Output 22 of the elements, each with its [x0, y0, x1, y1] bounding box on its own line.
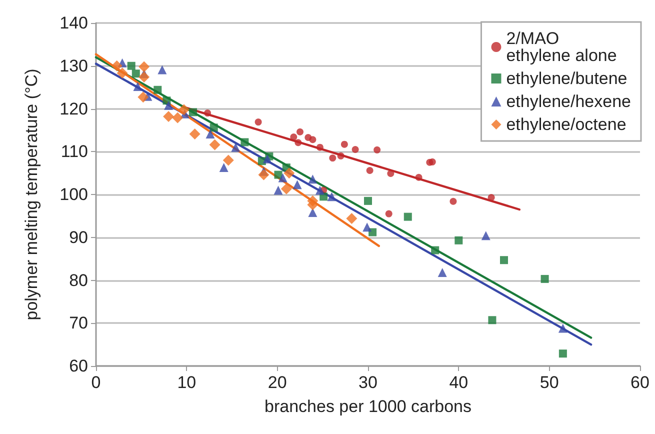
- legend-label: ethylene/octene: [506, 115, 626, 134]
- y-tick-label: 130: [60, 56, 88, 76]
- x-tick-label: 20: [268, 373, 287, 392]
- x-tick-label: 50: [540, 373, 559, 392]
- x-tick-label: 40: [449, 373, 468, 392]
- legend-label: ethylene/hexene: [506, 92, 632, 111]
- y-tick-label: 120: [60, 99, 88, 118]
- y-tick-label: 140: [60, 14, 88, 32]
- y-axis-title: polymer melting temperature (°C): [22, 68, 41, 320]
- legend-label: 2/MAO ethylene alone: [506, 29, 617, 65]
- x-tick-label: 0: [91, 373, 101, 392]
- x-tick-label: 60: [630, 373, 650, 392]
- y-tick-label: 70: [69, 314, 88, 333]
- x-tick-label: 30: [358, 373, 378, 392]
- y-tick-label: 80: [69, 270, 88, 290]
- y-tick-label: 60: [69, 356, 88, 376]
- y-tick-label: 90: [69, 228, 88, 247]
- y-tick-label: 110: [60, 142, 88, 162]
- legend-label: ethylene/butene: [506, 69, 628, 88]
- x-axis-title: branches per 1000 carbons: [264, 397, 472, 416]
- x-tick-label: 10: [177, 373, 196, 392]
- y-tick-label: 100: [60, 185, 88, 204]
